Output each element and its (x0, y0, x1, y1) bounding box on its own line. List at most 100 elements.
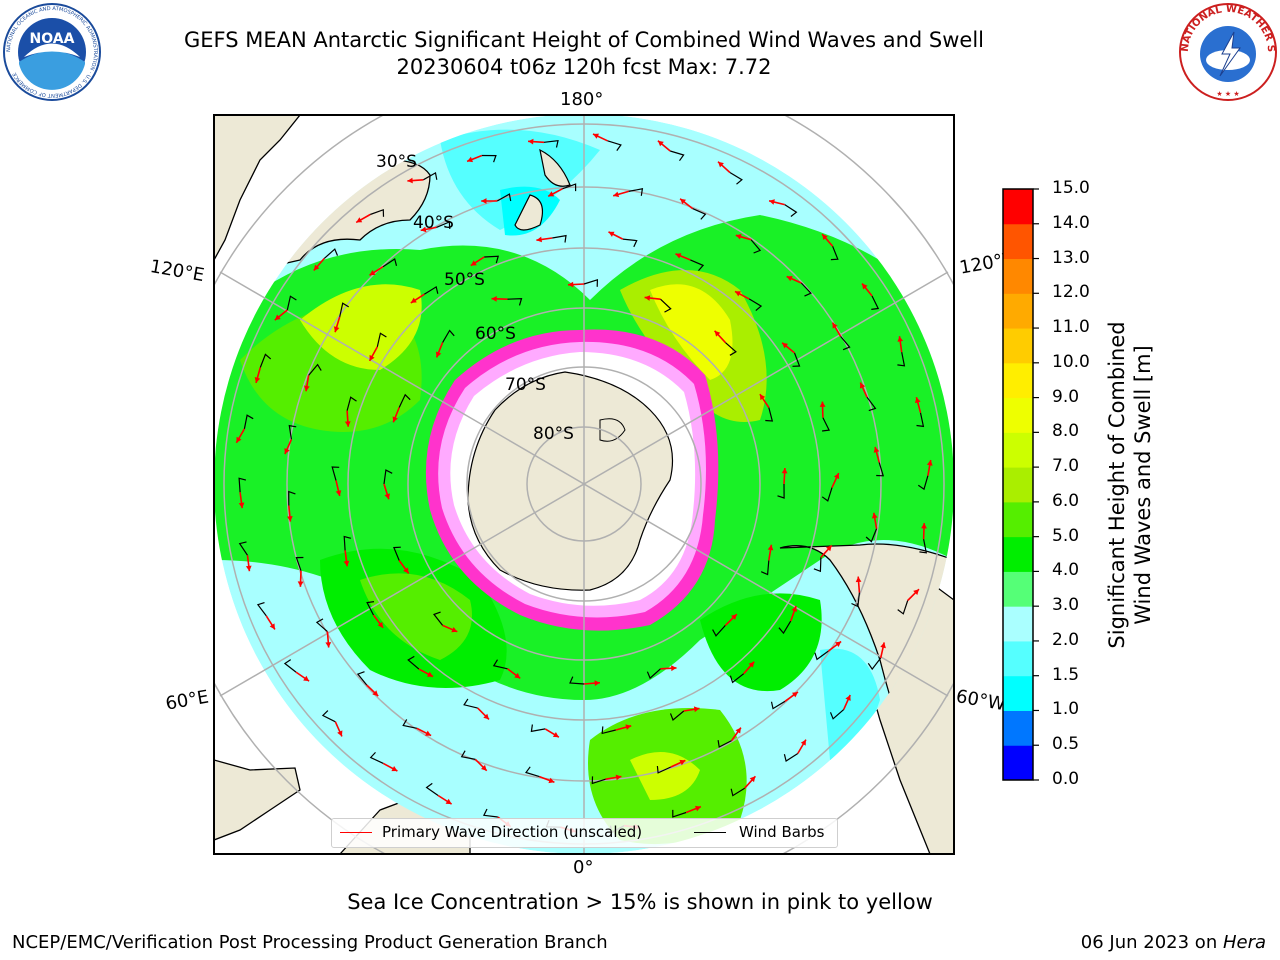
colorbar-segment (1003, 606, 1033, 642)
wind-barb (867, 657, 882, 671)
wave-arrow-head (236, 436, 242, 443)
wind-barb (484, 255, 500, 264)
wave-arrow-head (403, 567, 409, 574)
wind-barb (308, 363, 322, 376)
wind-barb (591, 776, 606, 785)
colorbar-tick-label: 2.0 (1052, 629, 1080, 650)
wind-barb (482, 808, 498, 818)
wind-barb (783, 752, 799, 762)
colorbar-tick-label: 5.0 (1052, 525, 1080, 546)
wind-barb (423, 171, 438, 181)
wind-barb (356, 671, 368, 686)
wave-arrow-head (391, 766, 398, 772)
wind-barb (481, 154, 497, 163)
wave-arrow-head (407, 177, 413, 184)
wave-arrow-head (481, 198, 487, 204)
colorbar-tick-label: 0.0 (1052, 769, 1080, 789)
wind-barb (460, 750, 476, 760)
wind-barb (463, 698, 478, 709)
wind-barb (829, 709, 845, 720)
wind-barb (822, 417, 831, 432)
wave-arrow-head (392, 416, 398, 423)
wave-arrow-head (284, 448, 290, 455)
colorbar-segment (1003, 571, 1033, 607)
wave-arrow-head (608, 231, 615, 237)
wave-arrow-head (568, 281, 574, 288)
colorbar-tick-label: 3.0 (1052, 595, 1080, 616)
wave-arrow-head (372, 690, 379, 697)
wind-barb (712, 624, 726, 637)
wind-barb (238, 477, 247, 493)
wind-barb (760, 560, 770, 576)
colorbar-tick-label: 1.5 (1052, 664, 1080, 685)
wave-arrow-head (483, 713, 489, 720)
wind-barb (800, 282, 812, 297)
wind-barb (256, 602, 267, 617)
wind-barb (765, 407, 774, 422)
wind-barb (851, 592, 860, 608)
wind-barb (717, 740, 732, 748)
wind-barb (607, 140, 622, 151)
wave-arrow-head (749, 776, 756, 783)
wind-barb (813, 557, 822, 573)
lon-label-180: 180° (560, 89, 604, 110)
colorbar-label-line2: Wind Waves and Swell [m] (1131, 345, 1155, 625)
wave-arrow-head (593, 133, 599, 139)
lon-label-0: 0° (573, 857, 594, 878)
wave-arrow-head (481, 764, 487, 771)
wind-barb (669, 710, 685, 722)
colorbar-segment (1003, 189, 1033, 225)
lat-label-30s: 30°S (376, 152, 417, 172)
colorbar-segment (1003, 258, 1033, 294)
wind-barb (492, 659, 508, 670)
lat-label-50s: 50°S (444, 270, 485, 290)
wind-barb (660, 298, 672, 313)
wind-barb (376, 332, 387, 348)
wind-barb (295, 556, 304, 571)
wave-arrow-head (514, 672, 521, 679)
wave-arrow-head (384, 493, 390, 500)
sea-ice-note: Sea Ice Concentration > 15% is shown in … (347, 890, 933, 914)
wave-arrow-head (287, 516, 293, 522)
colorbar-tick-label: 4.0 (1052, 560, 1080, 581)
wave-arrow-head (800, 739, 806, 746)
wave-arrow-head (238, 502, 245, 509)
wind-barb (369, 208, 385, 217)
wave-arrow-head (781, 468, 788, 474)
wave-arrow-head (377, 621, 384, 628)
wind-barb (876, 462, 885, 477)
wave-arrow-head (718, 161, 724, 168)
wind-barb (398, 393, 411, 408)
wave-arrow-head (855, 576, 862, 583)
wave-arrow-head (679, 759, 686, 766)
wind-barb (748, 298, 763, 312)
wave-arrow-head (467, 156, 473, 163)
wave-arrow-head (552, 732, 559, 738)
colorbar-tick-label: 6.0 (1052, 490, 1080, 511)
colorbar-segment (1003, 432, 1033, 468)
svg-text:★ ★ ★: ★ ★ ★ (1216, 90, 1239, 98)
wind-barb (792, 352, 801, 367)
wind-barb-swatch (694, 832, 726, 833)
wind-barb (871, 295, 880, 310)
nws-logo: NATIONAL WEATHER SERVICE ★ ★ ★ (1178, 2, 1277, 101)
colorbar-tick-label: 12.0 (1052, 282, 1090, 303)
wind-barb (425, 782, 439, 796)
wave-arrow-head (304, 385, 310, 392)
wave-arrow-head (615, 774, 622, 781)
wave-arrow-head (420, 226, 427, 233)
wind-barb (238, 541, 248, 556)
wind-barb (730, 787, 746, 797)
wind-barb (897, 600, 909, 615)
colorbar-segment (1003, 710, 1033, 746)
wave-arrow-head (427, 671, 433, 677)
lat-label-80s: 80°S (533, 424, 574, 444)
wind-barb (821, 487, 833, 502)
wave-arrow-head (897, 336, 904, 342)
wind-barb (346, 396, 357, 411)
wave-arrow-head (356, 217, 363, 223)
colorbar-segment (1003, 501, 1033, 538)
wave-arrow-head (536, 236, 542, 243)
map-legend: Primary Wave Direction (unscaled) Wind B… (331, 818, 838, 848)
